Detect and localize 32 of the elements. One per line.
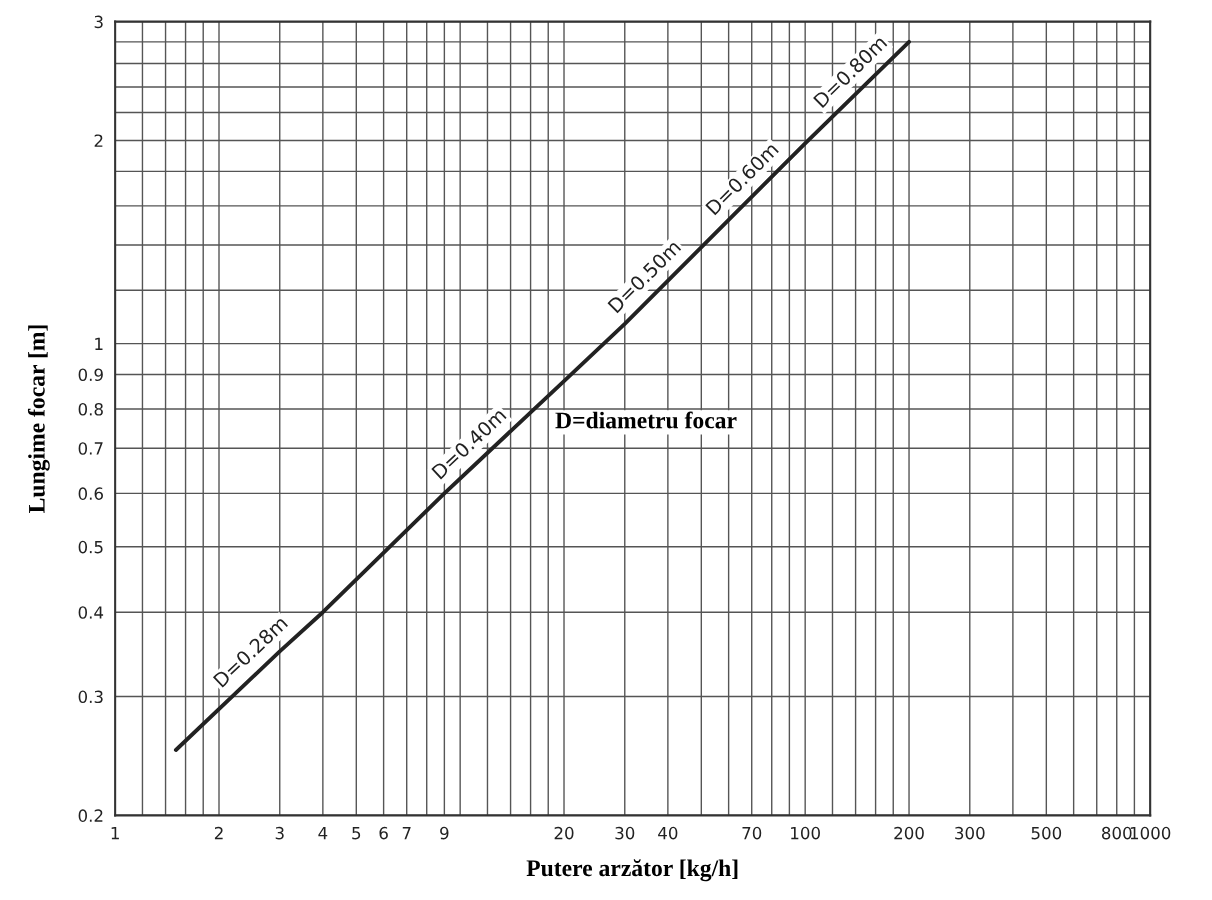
x-tick-label: 1000 <box>1130 826 1171 840</box>
x-tick-label: 4 <box>318 827 328 840</box>
x-tick-label: 200 <box>894 826 924 840</box>
x-tick-label: 3 <box>275 826 284 840</box>
y-tick-label: 0.7 <box>78 442 103 455</box>
y-tick-label: 0.2 <box>78 809 103 822</box>
y-tick-label: 2 <box>94 134 103 147</box>
x-tick-label: 800 <box>1101 826 1132 840</box>
x-tick-label: 5 <box>352 827 361 840</box>
x-tick-label: 300 <box>955 826 985 840</box>
x-tick-label: 2 <box>214 826 223 840</box>
x-tick-label: 6 <box>379 826 388 840</box>
y-tick-label: 1 <box>95 337 103 350</box>
y-tick-label: 0.6 <box>78 487 103 500</box>
x-tick-label: 9 <box>440 826 449 840</box>
x-tick-label: 40 <box>658 826 678 840</box>
x-tick-label: 7 <box>402 827 411 840</box>
y-tick-label: 0.9 <box>78 368 103 382</box>
annotation: D=diametru focar <box>555 411 737 429</box>
x-axis-title: Putere arzător [kg/h] <box>526 859 738 882</box>
x-tick-label: 1 <box>111 827 119 840</box>
x-tick-label: 100 <box>791 826 820 840</box>
y-axis-title: Lungime focar [m] <box>27 325 50 513</box>
y-tick-label: 0.5 <box>78 540 103 554</box>
y-tick-label: 0.8 <box>78 403 103 416</box>
x-tick-label: 500 <box>1031 826 1062 840</box>
x-tick-label: 30 <box>615 826 635 840</box>
x-tick-label: 20 <box>554 826 574 840</box>
y-tick-label: 3 <box>94 15 103 29</box>
y-tick-label: 0.4 <box>78 606 104 619</box>
y-tick-label: 0.3 <box>78 690 103 704</box>
x-tick-label: 70 <box>742 826 762 840</box>
